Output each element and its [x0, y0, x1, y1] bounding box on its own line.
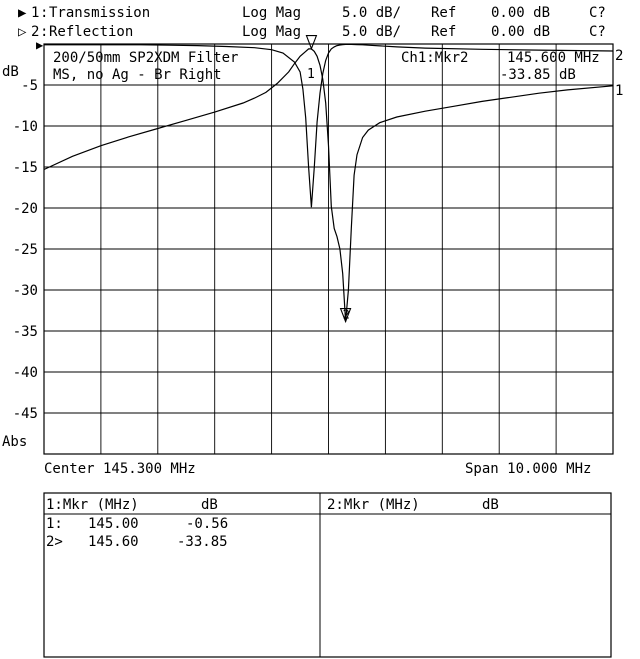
channel-1-ref-label: Ref: [431, 5, 456, 21]
channel-1-header: ▶ 1 : Transmission Log Mag 5.0 dB/ Ref 0…: [18, 5, 606, 21]
right-reference-marker-2: 2: [615, 48, 623, 64]
marker-table-panel: 1:Mkr (MHz) dB 2:Mkr (MHz) dB 1: 145.00 …: [43, 492, 612, 658]
channel-1-active-marker: ▶: [18, 5, 27, 21]
table-row-label: 1:: [46, 516, 63, 532]
channel-1-cal-status: C?: [589, 5, 606, 21]
channel-1-index: 1: [31, 5, 39, 21]
channel-2-header: ▷ 2 : Reflection Log Mag 5.0 dB/ Ref 0.0…: [18, 24, 606, 40]
reference-level-indicator: ▶: [36, 38, 44, 52]
plot-frame: [43, 43, 614, 455]
channel-1-ref-value: 0.00 dB: [491, 5, 550, 21]
table-1-unit: dB: [201, 497, 218, 513]
y-tick-label: -10: [13, 119, 38, 135]
right-reference-marker-1: 1: [615, 83, 623, 99]
y-tick-label: -15: [13, 160, 38, 176]
y-tick-label: -35: [13, 324, 38, 340]
center-frequency: Center 145.300 MHz: [44, 461, 196, 477]
table-row-value: -0.56: [186, 516, 228, 532]
channel-2-marker: ▷: [18, 24, 27, 40]
y-tick-label: -30: [13, 283, 38, 299]
y-tick-label: -5: [21, 78, 38, 94]
table-2-title: 2:Mkr (MHz): [327, 497, 420, 513]
y-tick-label: -45: [13, 406, 38, 422]
marker-1-triangle: [305, 35, 318, 51]
active-marker-value: -33.85 dB: [500, 67, 576, 83]
trace-reflection: [44, 43, 614, 208]
channel-2-colon: :: [40, 24, 48, 40]
channel-1-scale: 5.0 dB/: [342, 5, 401, 21]
table-1-title: 1:Mkr (MHz): [46, 497, 139, 513]
plot-title-line-1: 200/50mm SP2XDM Filter: [53, 50, 238, 66]
table-row: 1: 145.00 -0.56: [46, 516, 228, 532]
channel-2-index: 2: [31, 24, 39, 40]
channel-2-ref-label: Ref: [431, 24, 456, 40]
trace-transmission: [43, 48, 614, 322]
table-2-unit: dB: [482, 497, 499, 513]
active-marker-frequency: 145.600 MHz: [507, 50, 600, 66]
active-marker-label: Ch1:Mkr2: [401, 50, 468, 66]
span-frequency: Span 10.000 MHz: [465, 461, 591, 477]
trace-layer: [43, 43, 614, 322]
channel-2-cal-status: C?: [589, 24, 606, 40]
channel-2-format: Log Mag: [242, 24, 301, 40]
marker-table-frame: [43, 492, 612, 658]
y-unit-label: dB: [2, 64, 19, 80]
plot-grid: [44, 44, 613, 454]
table-row: 2> 145.60 -33.85: [46, 534, 228, 550]
abs-label: Abs: [2, 434, 27, 450]
table-row-value: -33.85: [177, 534, 228, 550]
marker-2-index: 2: [343, 308, 350, 322]
channel-2-ref-value: 0.00 dB: [491, 24, 550, 40]
marker-layer: 2: [305, 35, 352, 324]
table-row-label: 2>: [46, 534, 63, 550]
y-tick-labels: -5 -10 -15 -20 -25 -30 -35 -40 -45: [13, 78, 38, 422]
channel-2-scale: 5.0 dB/: [342, 24, 401, 40]
y-tick-label: -20: [13, 201, 38, 217]
channel-1-colon: :: [40, 5, 48, 21]
marker-1-label: 1: [307, 67, 315, 82]
y-tick-label: -40: [13, 365, 38, 381]
plot-title-line-2: MS, no Ag - Br Right: [53, 67, 222, 83]
marker-2-triangle: [339, 308, 352, 324]
y-tick-label: -25: [13, 242, 38, 258]
table-row-frequency: 145.00: [88, 516, 139, 532]
channel-2-name: Reflection: [49, 24, 133, 40]
channel-1-name: Transmission: [49, 5, 150, 21]
table-row-frequency: 145.60: [88, 534, 139, 550]
channel-1-format: Log Mag: [242, 5, 301, 21]
